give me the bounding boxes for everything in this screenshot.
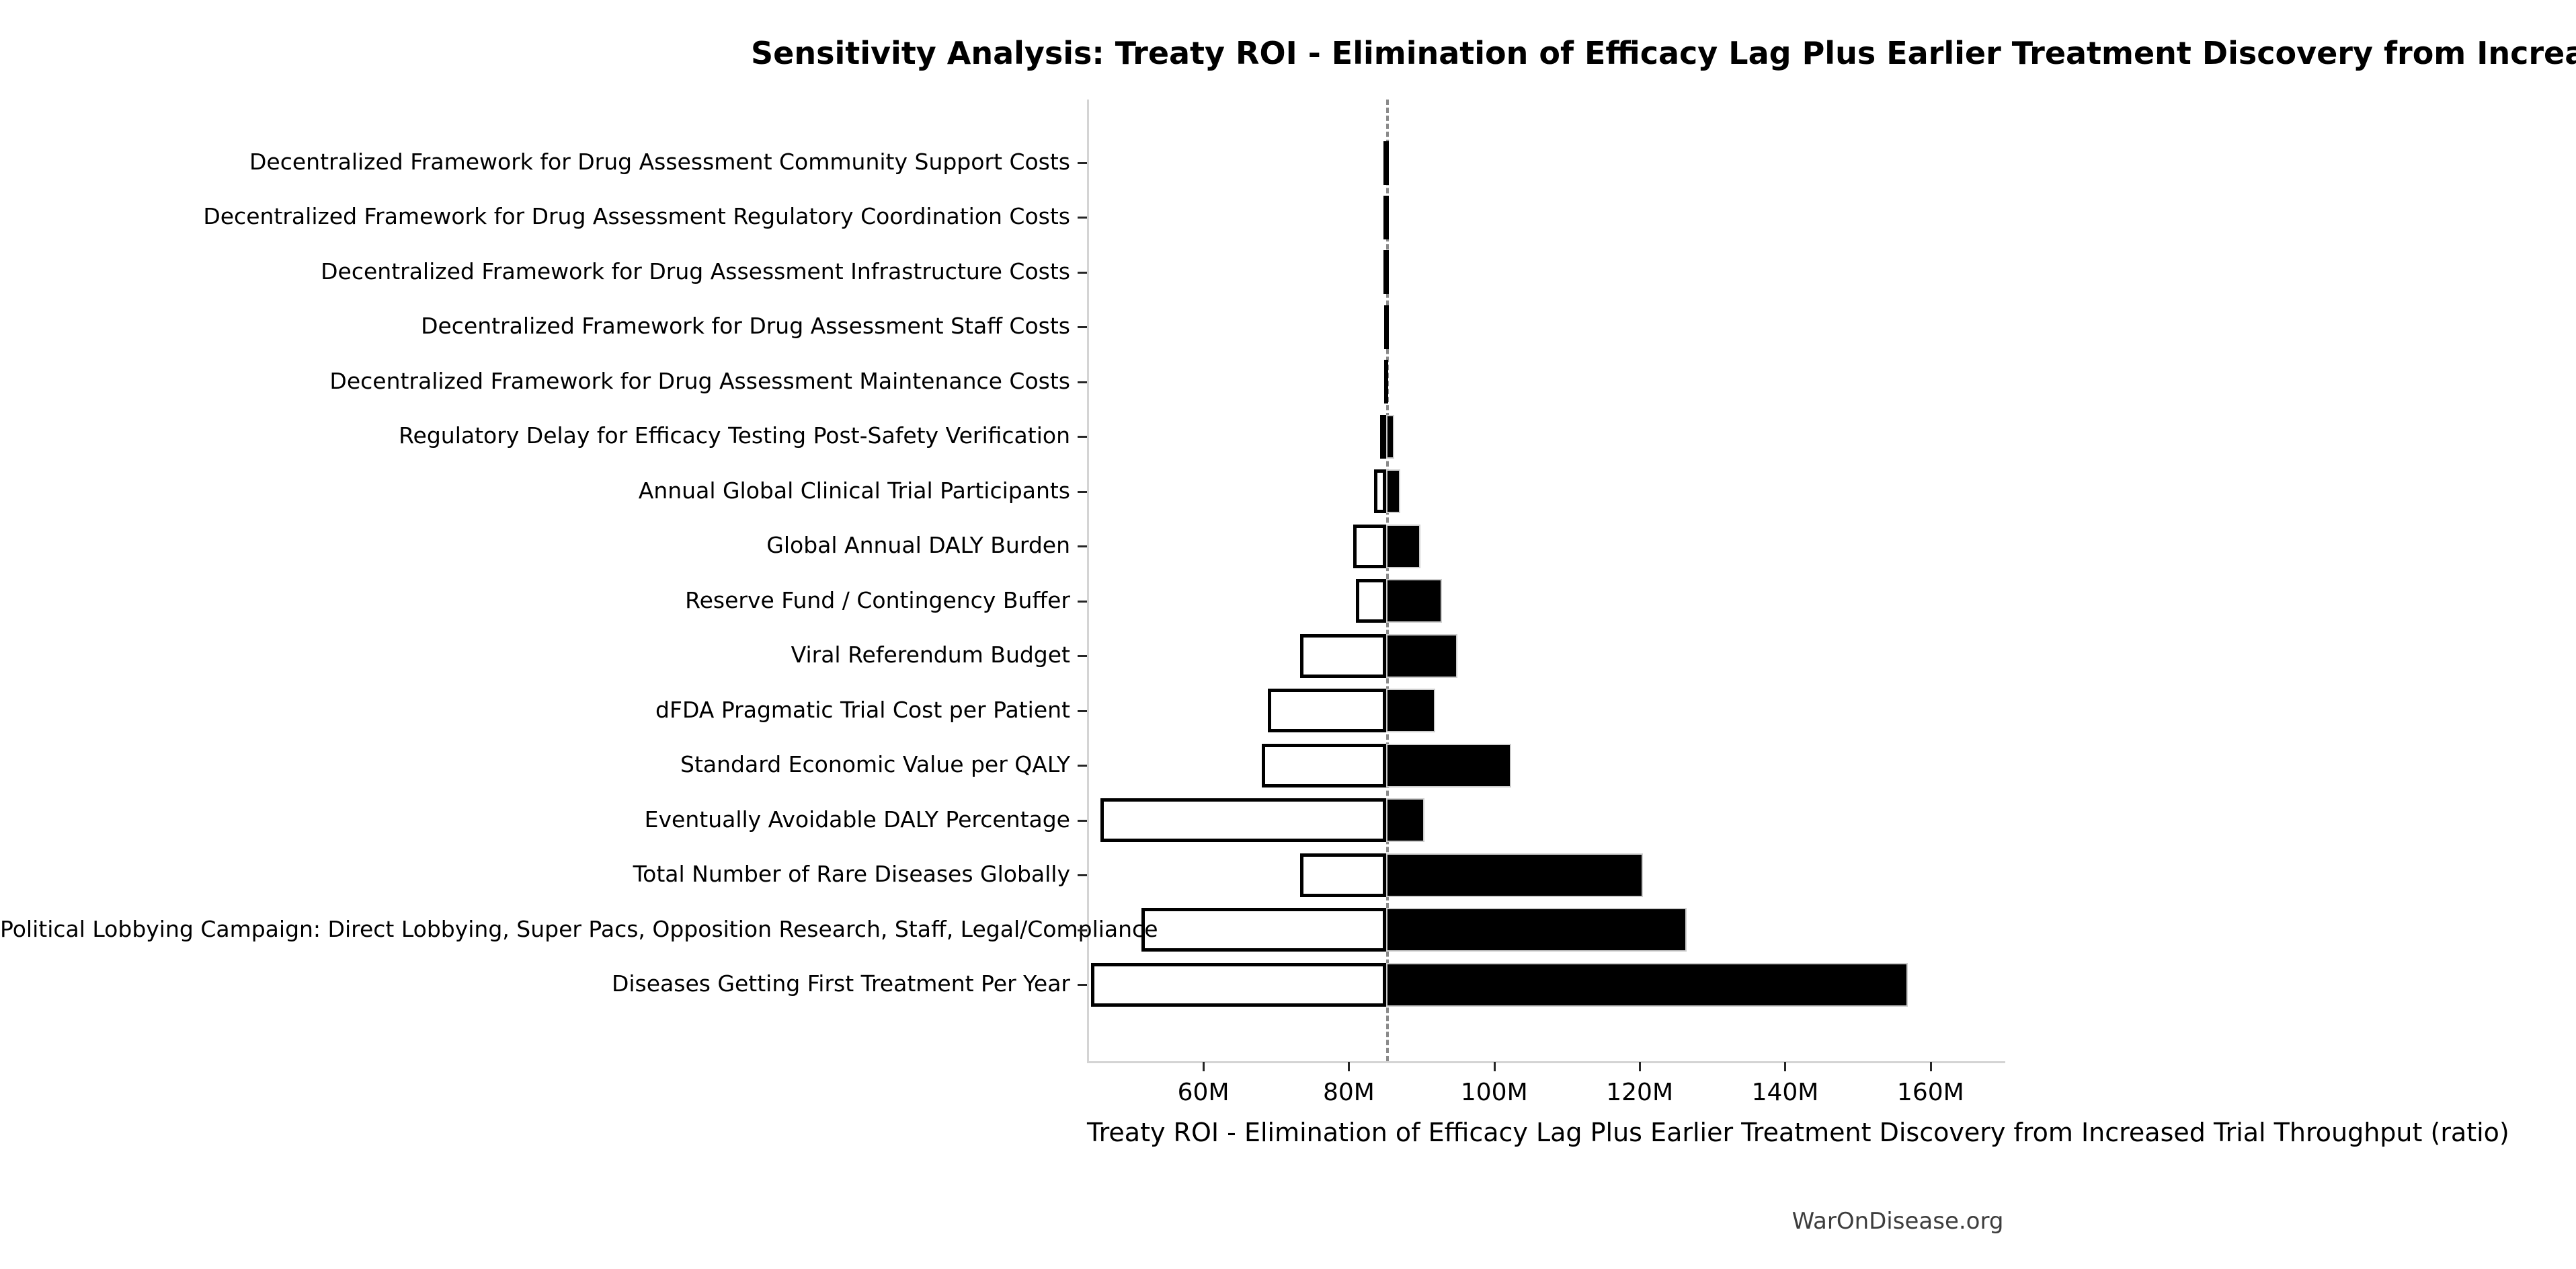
- bar-range: [1383, 195, 1389, 239]
- bar-low-estimate: [1091, 962, 1387, 1007]
- x-tick-mark: [1348, 1062, 1351, 1071]
- y-axis-label: Decentralized Framework for Drug Assessm…: [321, 258, 1070, 284]
- bar-high-estimate: [1386, 853, 1644, 897]
- bar-low-estimate: [1356, 579, 1387, 623]
- y-tick-mark: [1078, 545, 1087, 548]
- x-tick-label: 140M: [1751, 1079, 1819, 1106]
- bar-high-estimate: [1386, 414, 1395, 459]
- bar-low-estimate: [1268, 689, 1387, 733]
- y-axis-label: dFDA Pragmatic Trial Cost per Patient: [655, 696, 1070, 723]
- y-tick-mark: [1078, 874, 1087, 877]
- y-tick-mark: [1078, 655, 1087, 658]
- y-tick-mark: [1078, 709, 1087, 712]
- x-tick-label: 60M: [1177, 1079, 1230, 1106]
- x-tick-mark: [1639, 1062, 1642, 1071]
- x-axis-label: Treaty ROI - Elimination of Efficacy Lag…: [1087, 1118, 2509, 1147]
- y-axis-label: Political Lobbying Campaign: Direct Lobb…: [0, 915, 1158, 942]
- bar-range: [1383, 141, 1389, 185]
- footer-watermark: WarOnDisease.org: [1792, 1208, 2004, 1235]
- bar-low-estimate: [1299, 853, 1387, 897]
- y-axis-label: Decentralized Framework for Drug Assessm…: [249, 149, 1070, 175]
- bar-low-estimate: [1141, 908, 1387, 952]
- chart-title: Sensitivity Analysis: Treaty ROI - Elimi…: [751, 35, 2576, 71]
- bar-high-estimate: [1386, 743, 1512, 787]
- y-tick-mark: [1078, 490, 1087, 493]
- x-tick-mark: [1203, 1062, 1205, 1071]
- y-axis-label: Diseases Getting First Treatment Per Yea…: [611, 970, 1070, 997]
- x-tick-mark: [1929, 1062, 1932, 1071]
- y-tick-mark: [1078, 381, 1087, 383]
- x-tick-mark: [1784, 1062, 1787, 1071]
- y-tick-mark: [1078, 162, 1087, 164]
- y-tick-mark: [1078, 984, 1087, 987]
- bar-high-estimate: [1386, 689, 1435, 733]
- bar-high-estimate: [1386, 798, 1424, 843]
- bar-high-estimate: [1386, 908, 1687, 952]
- bar-low-estimate: [1262, 743, 1387, 787]
- y-axis-label: Global Annual DALY Burden: [766, 532, 1070, 559]
- y-axis-label: Eventually Avoidable DALY Percentage: [644, 806, 1070, 833]
- y-tick-mark: [1078, 271, 1087, 274]
- bar-range: [1384, 305, 1389, 349]
- bar-low-estimate: [1379, 414, 1387, 459]
- y-axis-label: Decentralized Framework for Drug Assessm…: [203, 203, 1070, 230]
- x-tick-label: 160M: [1896, 1079, 1964, 1106]
- bar-low-estimate: [1374, 469, 1387, 514]
- bar-high-estimate: [1386, 524, 1421, 568]
- y-tick-mark: [1078, 326, 1087, 329]
- y-tick-mark: [1078, 929, 1087, 931]
- y-axis-label: Viral Referendum Budget: [791, 642, 1070, 668]
- x-tick-label: 100M: [1460, 1079, 1528, 1106]
- y-axis-label: Total Number of Rare Diseases Globally: [633, 861, 1070, 888]
- y-axis-label: Decentralized Framework for Drug Assessm…: [421, 313, 1070, 340]
- bar-low-estimate: [1353, 524, 1387, 568]
- y-axis-label: Decentralized Framework for Drug Assessm…: [329, 367, 1070, 394]
- y-tick-mark: [1078, 217, 1087, 219]
- y-tick-mark: [1078, 436, 1087, 438]
- bar-range: [1384, 360, 1389, 404]
- x-tick-mark: [1493, 1062, 1496, 1071]
- x-tick-label: 80M: [1322, 1079, 1375, 1106]
- x-tick-label: 120M: [1606, 1079, 1674, 1106]
- y-axis-label: Standard Economic Value per QALY: [680, 751, 1070, 778]
- bar-high-estimate: [1386, 633, 1458, 678]
- y-axis-label: Reserve Fund / Contingency Buffer: [685, 586, 1070, 613]
- bar-low-estimate: [1299, 633, 1387, 678]
- y-tick-mark: [1078, 765, 1087, 767]
- y-tick-mark: [1078, 819, 1087, 822]
- y-tick-mark: [1078, 600, 1087, 603]
- bar-high-estimate: [1386, 469, 1400, 514]
- plot-area: [1087, 100, 2005, 1063]
- bar-high-estimate: [1386, 579, 1442, 623]
- bar-low-estimate: [1100, 798, 1387, 843]
- bar-range: [1383, 250, 1389, 295]
- bar-high-estimate: [1386, 962, 1908, 1007]
- y-axis-label: Annual Global Clinical Trial Participant…: [638, 477, 1070, 504]
- y-axis-label: Regulatory Delay for Efficacy Testing Po…: [399, 422, 1070, 449]
